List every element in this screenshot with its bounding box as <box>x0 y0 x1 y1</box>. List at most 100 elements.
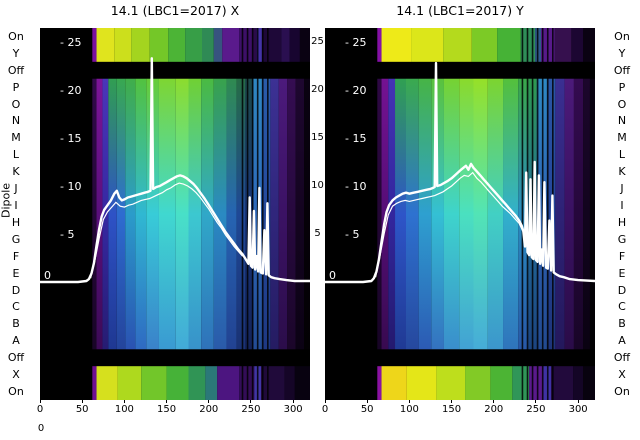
row-label-o: O <box>11 97 21 111</box>
x-tick-mark <box>451 400 453 403</box>
heatmap-svg: - 25 - 20 - 15 - 10 - 5 0 <box>325 28 596 400</box>
row-label-on: On <box>614 384 630 398</box>
x-tick-label-250: 250 <box>241 404 261 415</box>
row-label-on: On <box>614 29 630 43</box>
row-label-f: F <box>618 249 626 263</box>
gap-tick-label-15: 15 <box>311 132 324 143</box>
inner-y-tick-label: - 20 <box>60 84 81 97</box>
row-label-on: On <box>8 384 24 398</box>
row-labels-right: On Y Off P O N M L K J I H G F E D C B A Off X On <box>606 28 638 400</box>
right-axis-tick-labels: 25 20 15 10 5 <box>310 28 325 400</box>
row-label-c: C <box>12 300 20 314</box>
row-label-y: Y <box>618 46 626 60</box>
inner-y-tick-label: - 5 <box>345 228 359 241</box>
row-label-k: K <box>618 165 626 179</box>
heatmap-svg: - 25 - 20 - 15 - 10 - 5 0 <box>40 28 310 400</box>
row-label-n: N <box>11 114 21 128</box>
x-tick-label-50: 50 <box>75 404 89 415</box>
x-tick-label-100: 100 <box>399 404 419 415</box>
row-label-h: H <box>617 215 627 229</box>
gap-tick-label-25: 25 <box>311 36 324 47</box>
x-tick-label-200: 200 <box>484 404 504 415</box>
row-label-d: D <box>617 283 627 297</box>
inner-y-tick-label: - 10 <box>345 180 366 193</box>
row-label-j: J <box>14 182 18 196</box>
row-label-g: G <box>11 232 21 246</box>
row-label-k: K <box>12 165 20 179</box>
x-tick-mark <box>250 400 252 403</box>
row-label-h: H <box>11 215 21 229</box>
row-label-x: X <box>12 368 20 382</box>
x-tick-label-100: 100 <box>114 404 134 415</box>
row-label-p: P <box>12 80 20 94</box>
x-tick-label-300: 300 <box>568 404 588 415</box>
x-tick-mark <box>81 400 83 403</box>
row-label-c: C <box>618 300 626 314</box>
gap-tick-label-10: 10 <box>311 180 324 191</box>
x-axis-ticks-right: 0 50 100 150 200 250 300 <box>322 400 597 418</box>
row-label-d: D <box>11 283 21 297</box>
row-label-g: G <box>617 232 627 246</box>
row-label-m: M <box>11 131 21 145</box>
row-label-i: I <box>620 199 624 213</box>
inner-y-tick-label: - 25 <box>345 36 366 49</box>
x-tick-mark <box>292 400 294 403</box>
row-label-b: B <box>12 317 20 331</box>
row-label-l: L <box>12 148 20 162</box>
x-tick-label-150: 150 <box>442 404 462 415</box>
row-label-y: Y <box>12 46 20 60</box>
row-label-o: O <box>617 97 627 111</box>
x-tick-label-200: 200 <box>199 404 219 415</box>
inner-y-tick-label: - 25 <box>60 36 81 49</box>
x-tick-label-300: 300 <box>283 404 303 415</box>
x-tick-mark <box>408 400 410 403</box>
heatmap-plot-y: - 25 - 20 - 15 - 10 - 5 0 <box>325 28 596 400</box>
inner-y-tick-label: - 10 <box>60 180 81 193</box>
x-tick-mark <box>535 400 537 403</box>
heatmap-plot-x: - 25 - 20 - 15 - 10 - 5 0 <box>40 28 310 400</box>
x-tick-label-50: 50 <box>360 404 374 415</box>
row-label-f: F <box>12 249 20 263</box>
baseline-zero-label: 0 <box>44 269 51 282</box>
inner-y-tick-label: - 15 <box>60 132 81 145</box>
plot-title-left: 14.1 (LBC1=2017) X <box>110 3 240 18</box>
gap-tick-label-20: 20 <box>311 84 324 95</box>
x-tick-label-150: 150 <box>157 404 177 415</box>
x-tick-mark <box>577 400 579 403</box>
x-axis-ticks-left: 0 50 100 150 200 250 300 <box>37 400 312 418</box>
row-label-on: On <box>8 29 24 43</box>
row-label-a: A <box>12 334 20 348</box>
row-label-off: Off <box>7 63 25 77</box>
inner-y-tick-label: - 20 <box>345 84 366 97</box>
inner-y-tick-label: - 15 <box>345 132 366 145</box>
row-label-i: I <box>14 199 18 213</box>
x-tick-mark <box>208 400 210 403</box>
x-tick-label-250: 250 <box>526 404 546 415</box>
row-label-a: A <box>618 334 626 348</box>
row-label-off: Off <box>613 63 631 77</box>
row-label-b: B <box>618 317 626 331</box>
gap-tick-label-5: 5 <box>314 228 321 239</box>
row-label-m: M <box>617 131 627 145</box>
inner-y-tick-label: - 5 <box>60 228 74 241</box>
x-tick-mark <box>366 400 368 403</box>
row-labels-left: On Y Off P O N M L K J I H G F E D C B A Off X On <box>0 28 32 400</box>
row-label-j: J <box>620 182 624 196</box>
row-label-e: E <box>12 266 20 280</box>
row-label-e: E <box>618 266 626 280</box>
x-tick-mark <box>123 400 125 403</box>
x-tick-mark <box>166 400 168 403</box>
plot-title-right: 14.1 (LBC1=2017) Y <box>396 3 524 18</box>
baseline-zero-label: 0 <box>329 269 336 282</box>
x-tick-mark <box>493 400 495 403</box>
x-tick-mark <box>39 400 41 403</box>
x-tick-label-0: 0 <box>36 404 44 415</box>
x-tick-mark <box>324 400 326 403</box>
corner-zero-label: 0 <box>37 423 45 434</box>
row-label-x: X <box>618 368 626 382</box>
row-label-n: N <box>617 114 627 128</box>
row-label-off: Off <box>613 351 631 365</box>
row-label-p: P <box>618 80 626 94</box>
x-tick-label-0: 0 <box>321 404 329 415</box>
